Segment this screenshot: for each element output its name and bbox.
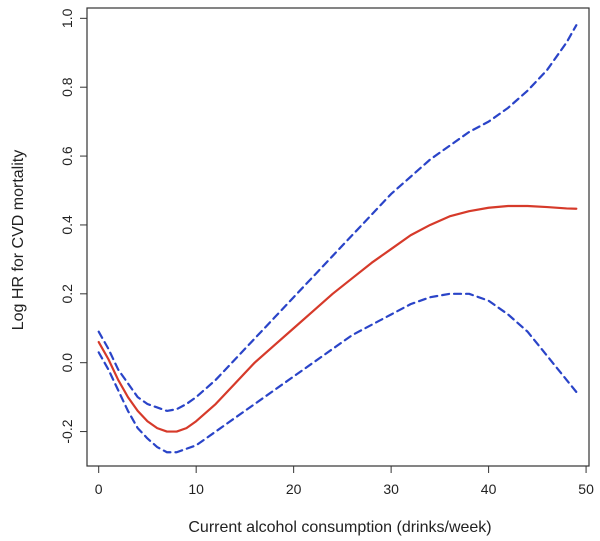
x-tick-label: 20 [286, 481, 302, 497]
x-tick-label: 10 [188, 481, 204, 497]
x-axis: 0 10 20 30 40 50 [95, 466, 594, 497]
y-tick-label: -0.2 [59, 419, 75, 443]
series-line-upper [97, 24, 578, 412]
y-tick-label: 0.8 [59, 77, 75, 97]
y-axis: -0.2 0.0 0.2 0.4 0.6 0.8 1.0 [59, 8, 87, 444]
y-tick-label: 0.6 [59, 146, 75, 166]
x-axis-title: Current alcohol consumption (drinks/week… [188, 519, 491, 536]
x-tick-label: 0 [95, 481, 103, 497]
y-tick-label: 0.0 [59, 353, 75, 373]
y-tick-label: 0.2 [59, 284, 75, 304]
x-tick-label: 30 [383, 481, 399, 497]
series-line-estimate [97, 204, 578, 433]
y-tick-label: 1.0 [59, 8, 75, 28]
plot-frame [86, 7, 590, 467]
series-layer [97, 24, 578, 454]
x-tick-label: 40 [481, 481, 497, 497]
y-axis-title: Log HR for CVD mortality [10, 150, 27, 331]
x-tick-label: 50 [578, 481, 594, 497]
series-line-lower [97, 292, 578, 454]
y-tick-label: 0.4 [59, 215, 75, 235]
